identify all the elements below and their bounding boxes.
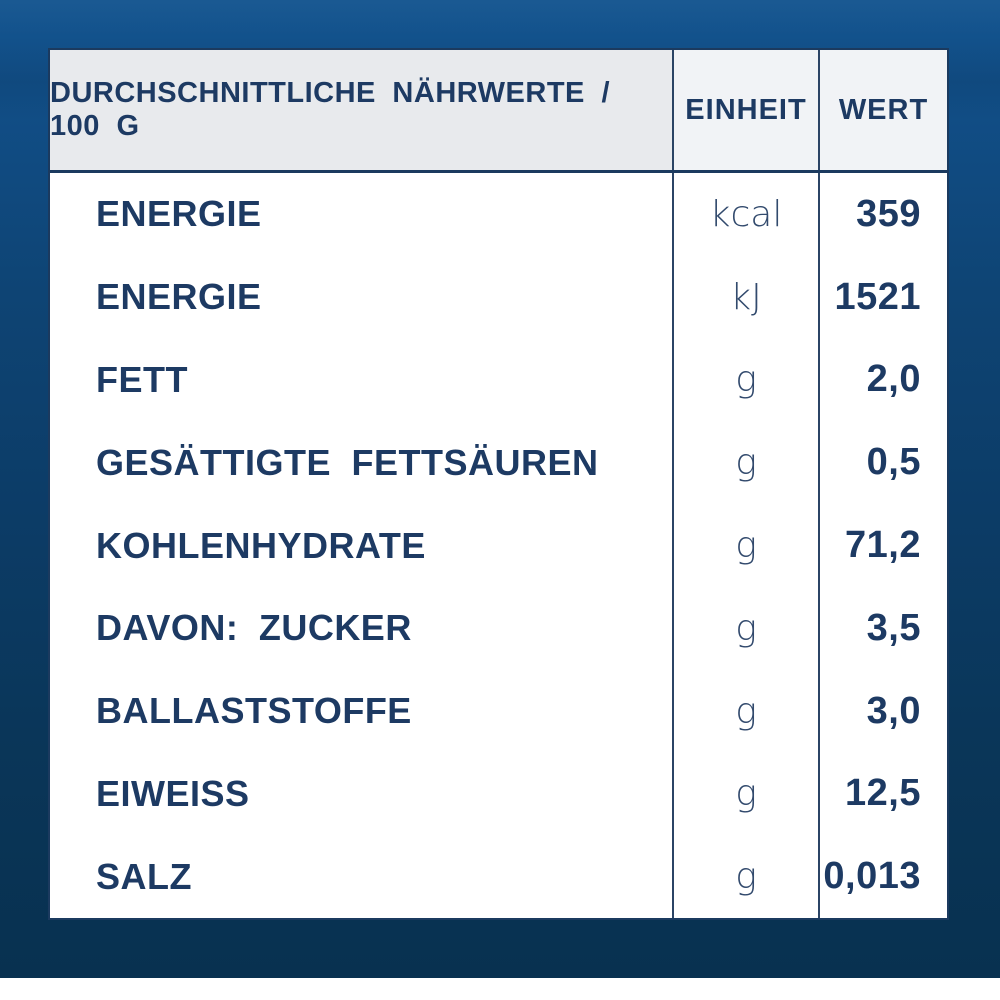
nutrient-label: EIWEISS (96, 772, 250, 814)
nutrient-unit: g (672, 835, 818, 919)
nutrient-unit: g (672, 669, 818, 753)
nutrient-label: BALLASTSTOFFE (96, 690, 412, 732)
table-row: BALLASTSTOFFE g 3,0 (50, 669, 947, 753)
table-row: DAVON: ZUCKER g 3,5 (50, 586, 947, 670)
nutrient-value: 12,5 (818, 752, 947, 836)
nutrient-value: 71,2 (818, 504, 947, 587)
nutrient-label: ENERGIE (96, 193, 262, 235)
nutrient-label: SALZ (96, 855, 192, 897)
table-row: GESÄTTIGTE FETTSÄUREN g 0,5 (50, 421, 947, 505)
nutrient-unit: g (672, 586, 818, 670)
nutrient-value: 0,013 (818, 835, 947, 919)
table-row: ENERGIE kcal 359 (50, 173, 947, 256)
bottom-white-strip (0, 978, 1000, 1000)
nutrient-value: 0,5 (818, 421, 947, 505)
nutrient-value: 3,0 (818, 669, 947, 753)
nutrition-table: DURCHSCHNITTLICHE NÄHRWERTE / 100 G EINH… (48, 48, 949, 920)
nutrient-label: GESÄTTIGTE FETTSÄUREN (96, 441, 599, 483)
table-row: ENERGIE kJ 1521 (50, 255, 947, 339)
nutrient-unit: g (672, 421, 818, 505)
nutrient-value: 1521 (818, 255, 947, 339)
nutrient-label: KOHLENHYDRATE (96, 524, 426, 566)
table-body: ENERGIE kcal 359 ENERGIE kJ 1521 FETT g … (50, 173, 947, 919)
table-row: FETT g 2,0 (50, 338, 947, 422)
nutrient-unit: kJ (672, 255, 818, 339)
nutrient-value: 3,5 (818, 586, 947, 670)
nutrient-label: FETT (96, 358, 188, 400)
nutrient-label: ENERGIE (96, 276, 262, 318)
nutrient-unit: g (672, 338, 818, 422)
header-unit: EINHEIT (672, 50, 818, 170)
nutrient-value: 359 (818, 173, 947, 256)
header-nutrients: DURCHSCHNITTLICHE NÄHRWERTE / 100 G (50, 50, 672, 170)
header-value: WERT (818, 50, 947, 170)
table-row: SALZ g 0,013 (50, 835, 947, 919)
nutrient-value: 2,0 (818, 338, 947, 422)
table-row: KOHLENHYDRATE g 71,2 (50, 504, 947, 587)
nutrient-label: DAVON: ZUCKER (96, 607, 412, 649)
table-row: EIWEISS g 12,5 (50, 752, 947, 836)
table-header-row: DURCHSCHNITTLICHE NÄHRWERTE / 100 G EINH… (50, 50, 947, 173)
nutrient-unit: kcal (672, 173, 818, 256)
nutrient-unit: g (672, 752, 818, 836)
nutrient-unit: g (672, 504, 818, 587)
